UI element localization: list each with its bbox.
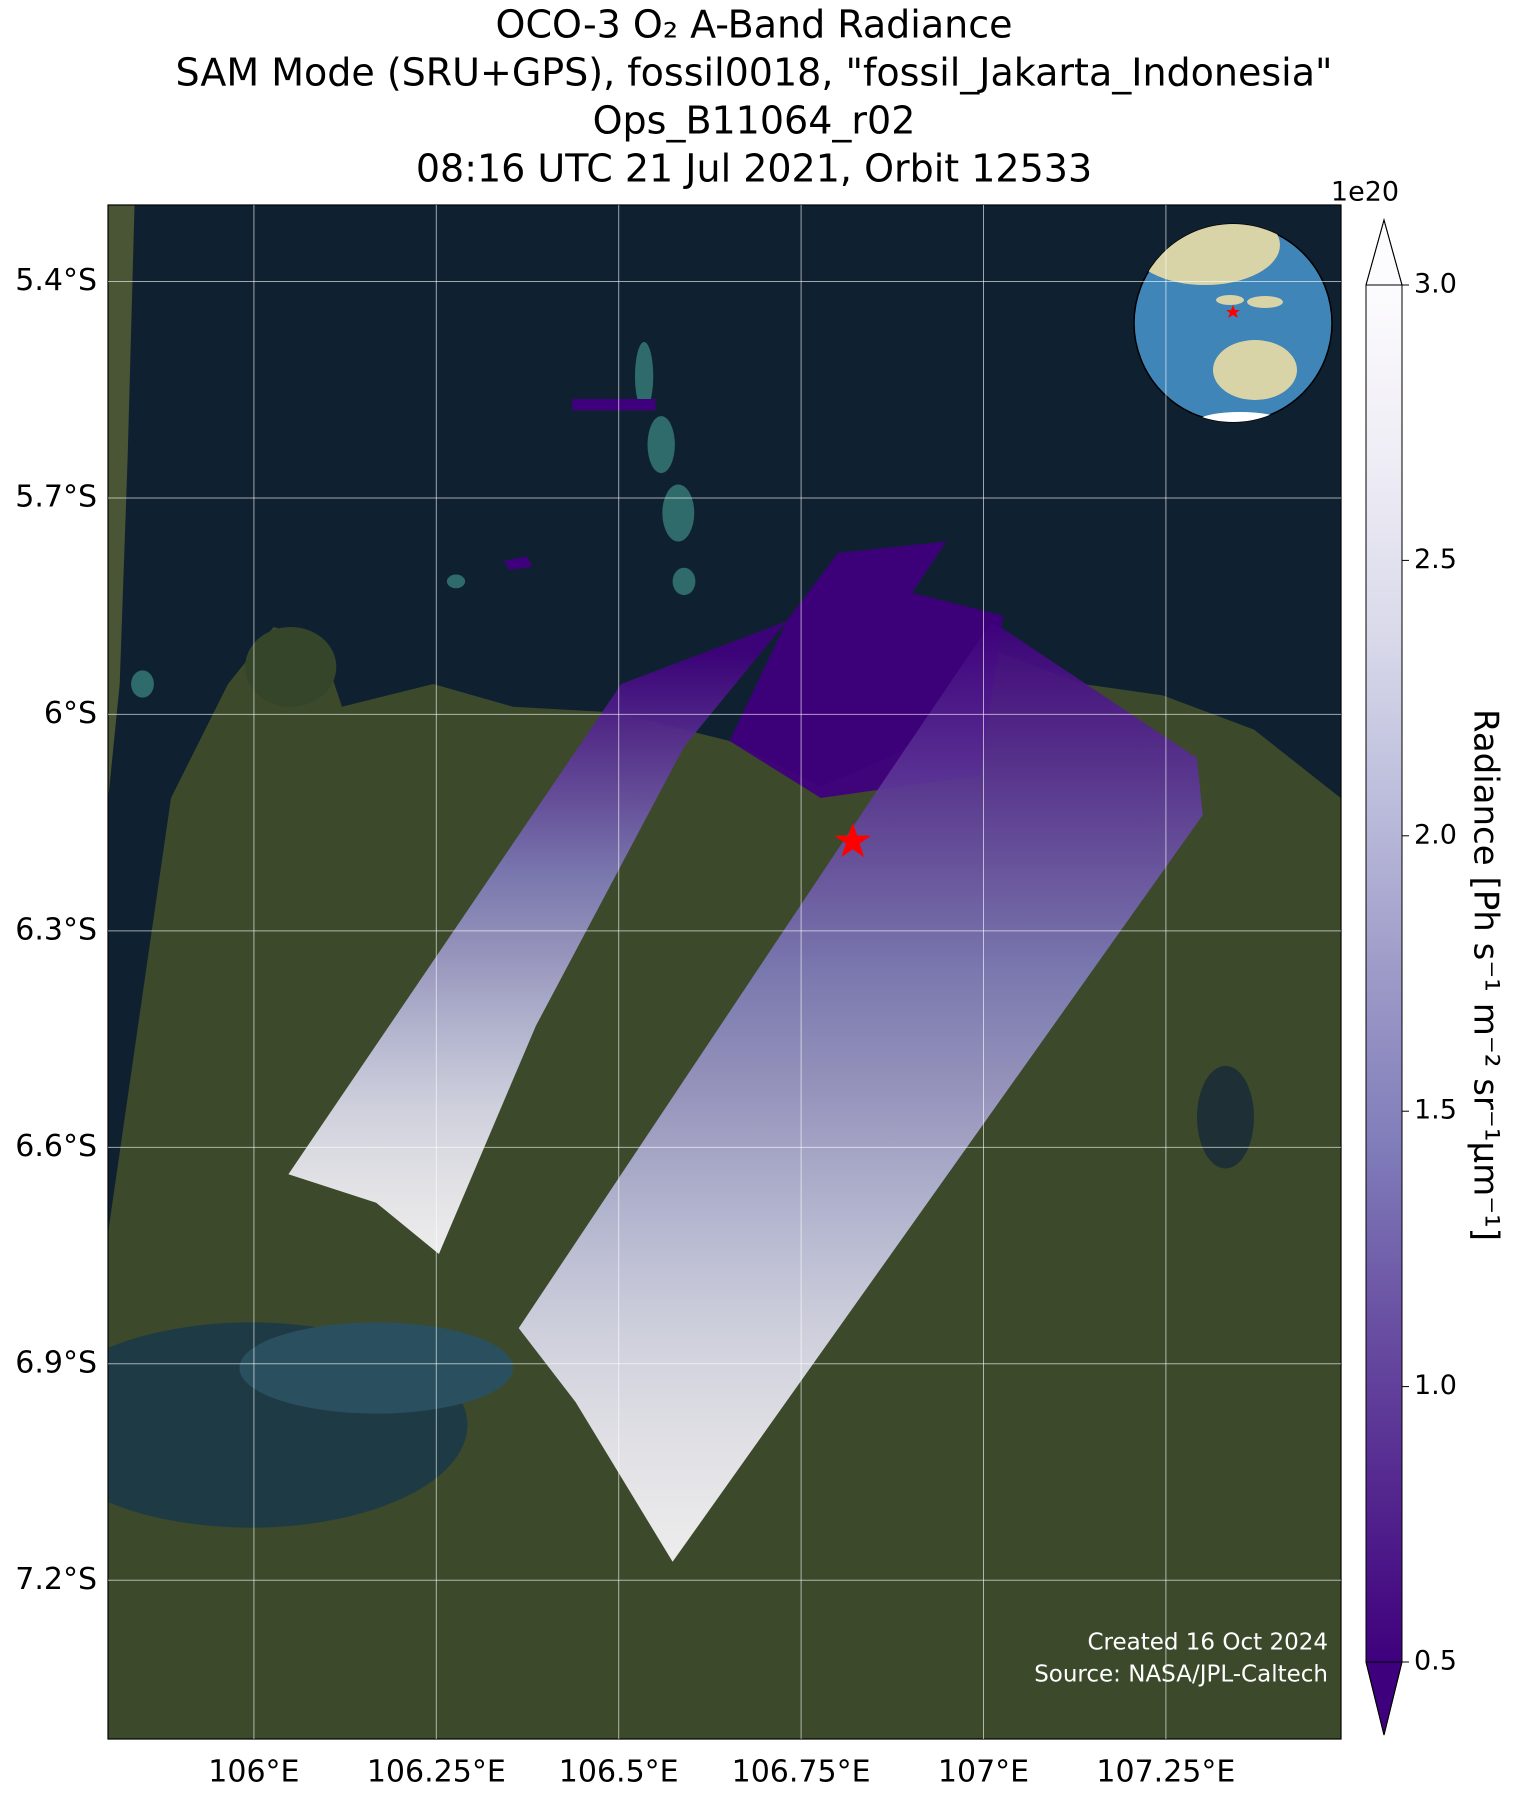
colorbar: 0.5 1.0 1.5 2.0 2.5 3.0 1e20 Radiance [Ph s⁻¹ m… <box>1331 177 1506 1736</box>
colorbar-extend <box>1365 1661 1403 1736</box>
colorbar-tick-label: 1.0 <box>1414 1370 1457 1401</box>
y-tick-label: 6°S <box>44 696 97 731</box>
land <box>108 205 135 798</box>
title-line: OCO-3 O₂ A-Band Radiance <box>496 3 1013 47</box>
title-line: SAM Mode (SRU+GPS), fossil0018, "fossil_… <box>176 51 1333 95</box>
swath-fragment <box>503 556 533 570</box>
islands <box>131 342 696 698</box>
colorbar-extend <box>1365 218 1403 286</box>
x-tick-label: 107.25°E <box>1096 1755 1235 1790</box>
colorbar-label: Radiance [Ph s⁻¹ m⁻² sr⁻¹µm⁻¹] <box>1466 709 1506 1241</box>
inset-globe <box>1133 223 1333 423</box>
x-tick-label: 107°E <box>938 1755 1029 1790</box>
colorbar-tick-label: 0.5 <box>1414 1646 1457 1677</box>
y-tick-label: 5.7°S <box>15 479 97 514</box>
annotations: Created 16 Oct 2024 Source: NASA/JPL-Calt… <box>1034 1630 1328 1688</box>
plot-frame <box>107 204 1342 1740</box>
lake <box>1197 1065 1254 1169</box>
credit-text: Source: NASA/JPL-Caltech <box>1034 1662 1328 1688</box>
x-tick-label: 106.5°E <box>559 1755 679 1790</box>
colorbar-tick-label: 1.5 <box>1414 1095 1457 1126</box>
bay <box>239 1322 513 1414</box>
colorbar-offset: 1e20 <box>1331 177 1399 208</box>
credit-text: Created 16 Oct 2024 <box>1087 1630 1328 1656</box>
y-tick-label: 5.4°S <box>15 263 97 298</box>
title-line: Ops_B11064_r02 <box>593 99 916 143</box>
x-tick-label: 106.25°E <box>367 1755 506 1790</box>
y-tick-label: 6.9°S <box>15 1345 97 1380</box>
colorbar-tick-label: 3.0 <box>1414 269 1457 300</box>
swath <box>288 621 787 1254</box>
swath-fragment <box>572 399 656 411</box>
y-tick-label: 6.3°S <box>15 912 97 947</box>
y-tick-label: 7.2°S <box>15 1562 97 1597</box>
colorbar-tick-label: 2.5 <box>1414 544 1457 575</box>
colorbar-body <box>1366 285 1402 1662</box>
map-area <box>108 205 1341 1739</box>
x-tick-label: 106.75°E <box>732 1755 871 1790</box>
y-tick-label: 6.6°S <box>15 1129 97 1164</box>
volcano <box>245 627 337 707</box>
colorbar-tick-label: 2.0 <box>1414 819 1457 850</box>
title-line: 08:16 UTC 21 Jul 2021, Orbit 12533 <box>416 147 1092 191</box>
swath <box>518 621 1203 1562</box>
target-star <box>834 823 871 858</box>
axes: 106°E 106.25°E 106.5°E 106.75°E 107°E 107.25°… <box>15 205 1341 1790</box>
x-tick-label: 106°E <box>208 1755 299 1790</box>
